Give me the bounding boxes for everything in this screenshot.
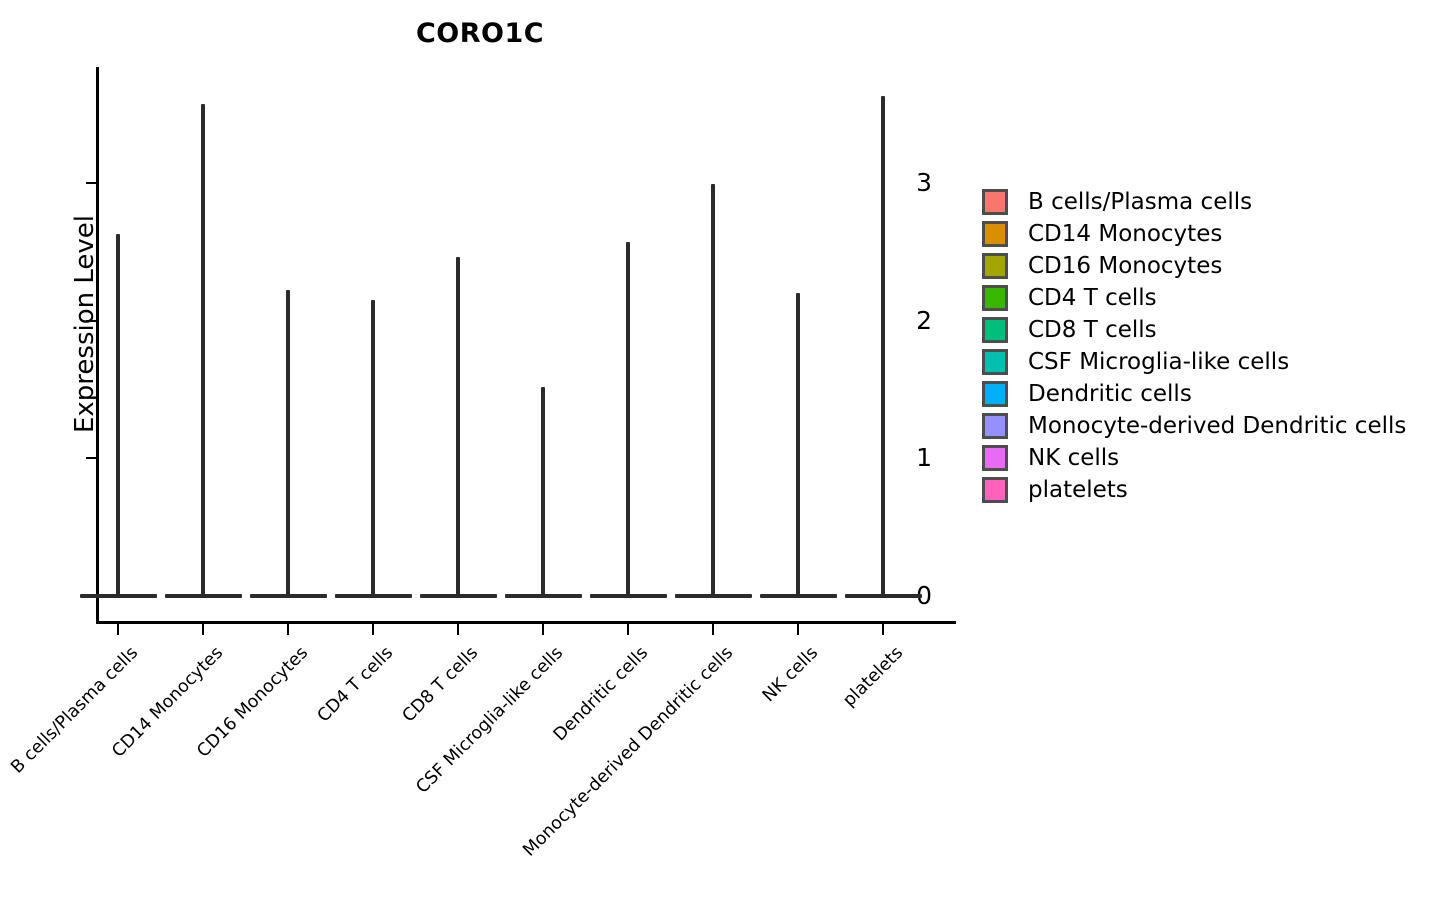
page-title: CORO1C (415, 18, 545, 49)
legend: B cells/Plasma cells CD14 Monocytes CD16 M… (982, 186, 1406, 506)
legend-item-label: CD8 T cells (1028, 316, 1157, 343)
violin-tail (371, 299, 375, 596)
violin-base (80, 594, 157, 598)
legend-item-label: CD4 T cells (1028, 284, 1157, 311)
legend-color-swatch (982, 221, 1008, 247)
legend-color-swatch (982, 413, 1008, 439)
x-axis-tick-mark (627, 624, 629, 635)
legend-color-swatch (982, 381, 1008, 407)
violin-base (420, 594, 497, 598)
x-axis-tick-mark (712, 624, 714, 635)
x-axis-tick-mark (202, 624, 204, 635)
x-axis-tick-mark (797, 624, 799, 635)
violin-base (760, 594, 837, 598)
legend-color-swatch (982, 445, 1008, 471)
legend-item-1[interactable]: B cells/Plasma cells (982, 186, 1406, 218)
legend-item-4[interactable]: CD4 T cells (982, 282, 1406, 314)
violin-base (590, 594, 667, 598)
x-axis-tick-mark (457, 624, 459, 635)
legend-item-label: Monocyte-derived Dendritic cells (1028, 412, 1407, 439)
violin-base (845, 594, 922, 598)
x-axis-tick-label: CD4 T cells (313, 643, 398, 727)
x-axis-spine (96, 621, 956, 624)
x-axis-tick-mark (882, 624, 884, 635)
y-axis-tick-label: 3 (916, 167, 932, 197)
x-axis-tick-label: CSF Microglia-like cells (412, 643, 568, 798)
legend-item-label: CSF Microglia-like cells (1028, 348, 1290, 375)
legend-item-9[interactable]: NK cells (982, 442, 1406, 474)
violin-tail (456, 257, 460, 596)
violin-tail (541, 386, 545, 596)
x-axis-tick-mark (287, 624, 289, 635)
legend-item-label: NK cells (1028, 444, 1120, 471)
legend-item-label: B cells/Plasma cells (1028, 188, 1253, 215)
violin-tail (881, 96, 885, 596)
x-axis-tick-mark (542, 624, 544, 635)
legend-item-7[interactable]: Dendritic cells (982, 378, 1406, 410)
violin-base (505, 594, 582, 598)
violin-base (165, 594, 242, 598)
x-axis-tick-label: CD8 T cells (398, 643, 483, 727)
legend-color-swatch (982, 253, 1008, 279)
legend-item-5[interactable]: CD8 T cells (982, 314, 1406, 346)
legend-item-6[interactable]: CSF Microglia-like cells (982, 346, 1406, 378)
legend-color-swatch (982, 285, 1008, 311)
legend-item-label: Dendritic cells (1028, 380, 1192, 407)
y-axis-tick-label: 2 (916, 305, 932, 335)
violin-tail (116, 233, 120, 596)
legend-item-label: CD14 Monocytes (1028, 220, 1223, 247)
y-axis-tick-mark (86, 181, 96, 184)
legend-item-label: platelets (1028, 476, 1128, 503)
violin-base (335, 594, 412, 598)
y-axis-tick-label: 1 (916, 443, 932, 473)
x-axis-tick-label: NK cells (758, 643, 823, 707)
y-axis-tick-mark (86, 457, 96, 460)
violin-tail (286, 290, 290, 596)
violin-tail (711, 184, 715, 596)
legend-color-swatch (982, 349, 1008, 375)
x-axis-tick-mark (117, 624, 119, 635)
y-axis-spine (96, 67, 99, 624)
x-axis-tick-label: platelets (839, 643, 908, 711)
legend-color-swatch (982, 189, 1008, 215)
y-axis-tick-mark (86, 319, 96, 322)
legend-item-label: CD16 Monocytes (1028, 252, 1223, 279)
violin-base (675, 594, 752, 598)
legend-color-swatch (982, 477, 1008, 503)
x-axis-tick-mark (372, 624, 374, 635)
y-axis-tick-label: 0 (916, 581, 932, 610)
legend-item-3[interactable]: CD16 Monocytes (982, 250, 1406, 282)
violin-base (250, 594, 327, 598)
legend-item-8[interactable]: Monocyte-derived Dendritic cells (982, 410, 1406, 442)
violin-tail (626, 242, 630, 596)
y-axis-label: Expression Level (70, 214, 100, 434)
violin-tail (796, 293, 800, 596)
legend-item-10[interactable]: platelets (982, 474, 1406, 506)
violin-tail (201, 104, 205, 596)
legend-color-swatch (982, 317, 1008, 343)
legend-item-2[interactable]: CD14 Monocytes (982, 218, 1406, 250)
